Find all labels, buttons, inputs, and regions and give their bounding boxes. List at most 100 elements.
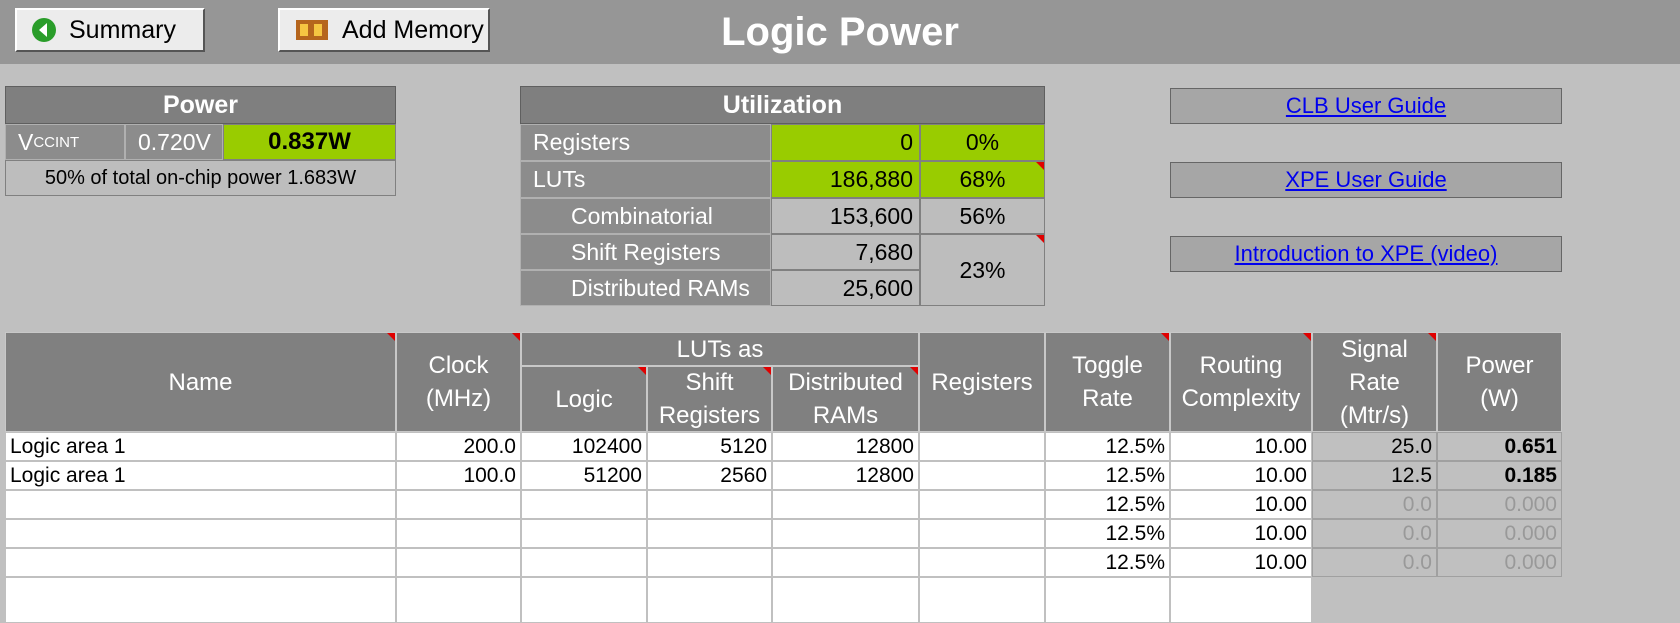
util-label: LUTs (520, 161, 771, 198)
table-cell: 5120 (647, 432, 772, 461)
table-cell: 12.5% (1045, 490, 1170, 519)
table-cell (521, 548, 647, 577)
add-memory-button[interactable]: Add Memory (278, 8, 490, 52)
header-line: Complexity (1181, 385, 1301, 412)
link-box: Introduction to XPE (video) (1170, 236, 1562, 272)
table-cell: 100.0 (396, 461, 521, 490)
column-header: Distributed RAMs (772, 366, 919, 432)
table-cell: 10.00 (1170, 490, 1312, 519)
util-count: 0 (771, 124, 920, 161)
header-line: Routing (1199, 352, 1283, 379)
table-cell: 0.0 (1312, 548, 1437, 577)
util-percent: 23% (920, 234, 1045, 306)
table-cell (1045, 577, 1170, 623)
util-percent: 0% (920, 124, 1045, 161)
table-cell (772, 577, 919, 623)
header-line: Rate (1349, 368, 1400, 396)
page-title: Logic Power (721, 9, 959, 54)
icon (32, 18, 56, 42)
link[interactable]: CLB User Guide (1285, 93, 1447, 118)
header-line: Distributed (788, 369, 903, 396)
column-header: Registers (919, 332, 1045, 432)
table-cell (647, 577, 772, 623)
table-cell: 12800 (772, 461, 919, 490)
power-note: 50% of total on-chip power 1.683W (5, 160, 396, 196)
table-cell (919, 490, 1045, 519)
group-header: LUTs as (521, 332, 919, 366)
table-cell (919, 432, 1045, 461)
table-cell (647, 519, 772, 548)
header-line: Toggle (1072, 352, 1143, 379)
table-cell: 10.00 (1170, 548, 1312, 577)
column-header: Name (5, 332, 396, 432)
table-cell: 12.5% (1045, 519, 1170, 548)
table-cell (396, 548, 521, 577)
table-cell (1170, 577, 1312, 623)
button-label: Summary (69, 15, 176, 44)
header-line: Signal (1341, 335, 1408, 363)
util-count: 153,600 (771, 198, 920, 234)
utilization-title: Utilization (520, 86, 1045, 124)
table-cell (919, 519, 1045, 548)
column-header: Logic (521, 366, 647, 432)
header-line: Logic (555, 385, 613, 413)
table-cell: 12.5% (1045, 432, 1170, 461)
header-line: (W) (1480, 385, 1519, 412)
link[interactable]: XPE User Guide (1285, 167, 1447, 192)
column-header: Clock (MHz) (396, 332, 521, 432)
icon (296, 20, 328, 40)
table-cell (521, 490, 647, 519)
link[interactable]: Introduction to XPE (video) (1234, 241, 1498, 266)
header-line: Clock (428, 352, 489, 379)
table-cell: 0.0 (1312, 519, 1437, 548)
util-label: Combinatorial (520, 198, 771, 234)
header-line: Power (1465, 352, 1534, 379)
table-cell: 12.5 (1312, 461, 1437, 490)
table-cell: 0.185 (1437, 461, 1562, 490)
table-cell: 10.00 (1170, 519, 1312, 548)
table-cell (5, 490, 396, 519)
table-cell (919, 548, 1045, 577)
voltage: 0.720V (125, 124, 223, 160)
table-cell: 0.000 (1437, 490, 1562, 519)
link-box: CLB User Guide (1170, 88, 1562, 124)
table-cell: 102400 (521, 432, 647, 461)
util-label: Distributed RAMs (520, 270, 771, 306)
table-cell (521, 519, 647, 548)
power-title: Power (5, 86, 396, 124)
table-cell: 0.651 (1437, 432, 1562, 461)
table-cell: 10.00 (1170, 461, 1312, 490)
table-cell: 12.5% (1045, 461, 1170, 490)
supply-name: V (18, 128, 34, 155)
util-label: Shift Registers (520, 234, 771, 270)
supply: V CCINT (5, 124, 125, 160)
table-cell: 10.00 (1170, 432, 1312, 461)
header-line: Shift (685, 369, 734, 396)
table-cell: 12800 (772, 432, 919, 461)
header-line: Rate (1082, 385, 1133, 412)
table-cell (647, 548, 772, 577)
table-cell (919, 577, 1045, 623)
table-cell (396, 577, 521, 623)
column-header: Toggle Rate (1045, 332, 1170, 432)
header-line: (Mtr/s) (1339, 401, 1410, 429)
power-value: 0.837W (223, 124, 396, 160)
header-line: Registers (658, 402, 761, 429)
util-count: 7,680 (771, 234, 920, 270)
table-cell: 0.000 (1437, 519, 1562, 548)
header-line: Registers (931, 368, 1033, 396)
header-line: RAMs (812, 402, 879, 429)
summary-button[interactable]: Summary (15, 8, 205, 52)
link-box: XPE User Guide (1170, 162, 1562, 198)
util-percent: 68% (920, 161, 1045, 198)
table-cell (521, 577, 647, 623)
supply-sub: CCINT (33, 133, 80, 151)
table-cell (919, 461, 1045, 490)
column-header: Signal Rate (Mtr/s) (1312, 332, 1437, 432)
table-cell: 51200 (521, 461, 647, 490)
util-count: 186,880 (771, 161, 920, 198)
table-cell (5, 519, 396, 548)
table-cell (396, 519, 521, 548)
util-percent: 56% (920, 198, 1045, 234)
